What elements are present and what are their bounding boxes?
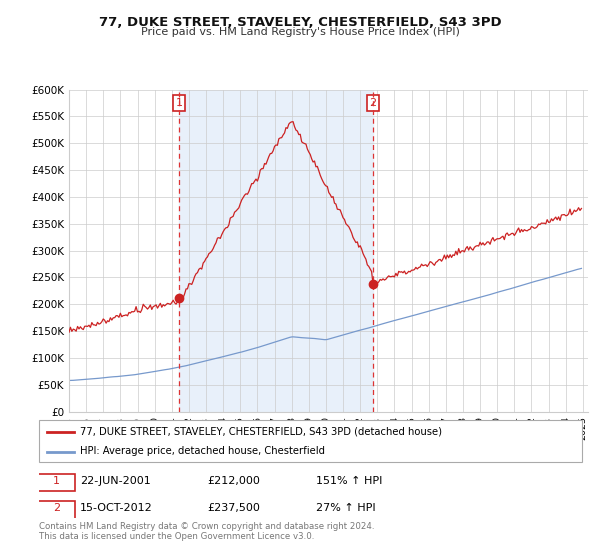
- Text: 15-OCT-2012: 15-OCT-2012: [80, 503, 152, 514]
- FancyBboxPatch shape: [38, 501, 75, 519]
- Text: £212,000: £212,000: [208, 475, 260, 486]
- Text: 27% ↑ HPI: 27% ↑ HPI: [316, 503, 376, 514]
- Text: 2: 2: [53, 503, 60, 514]
- Bar: [179, 90, 373, 412]
- Text: 22-JUN-2001: 22-JUN-2001: [80, 475, 151, 486]
- Text: Price paid vs. HM Land Registry's House Price Index (HPI): Price paid vs. HM Land Registry's House …: [140, 27, 460, 37]
- FancyBboxPatch shape: [38, 474, 75, 491]
- Text: 1: 1: [53, 475, 60, 486]
- Text: HPI: Average price, detached house, Chesterfield: HPI: Average price, detached house, Ches…: [80, 446, 325, 456]
- Text: 151% ↑ HPI: 151% ↑ HPI: [316, 475, 382, 486]
- Text: 2: 2: [370, 98, 377, 108]
- FancyBboxPatch shape: [39, 420, 582, 462]
- Text: £237,500: £237,500: [208, 503, 260, 514]
- Text: 77, DUKE STREET, STAVELEY, CHESTERFIELD, S43 3PD: 77, DUKE STREET, STAVELEY, CHESTERFIELD,…: [98, 16, 502, 29]
- Text: 1: 1: [175, 98, 182, 108]
- Text: 77, DUKE STREET, STAVELEY, CHESTERFIELD, S43 3PD (detached house): 77, DUKE STREET, STAVELEY, CHESTERFIELD,…: [80, 427, 442, 437]
- Text: Contains HM Land Registry data © Crown copyright and database right 2024.
This d: Contains HM Land Registry data © Crown c…: [39, 522, 374, 542]
